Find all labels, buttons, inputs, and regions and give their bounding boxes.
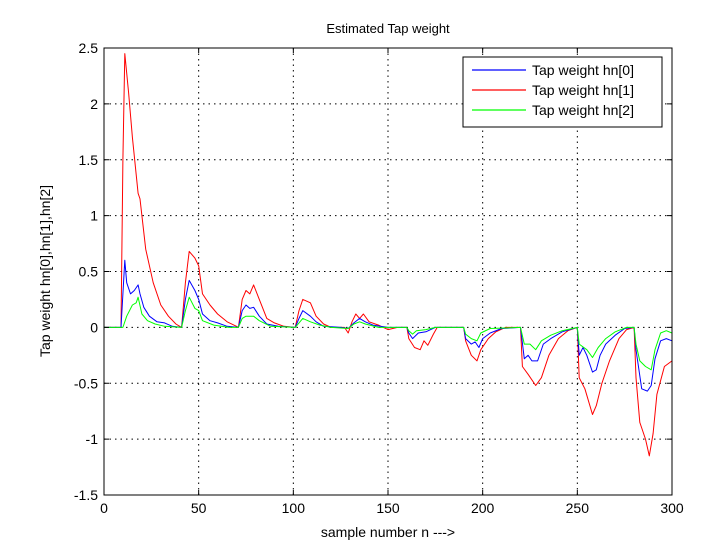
y-tick-label: 0.5: [79, 264, 99, 280]
x-tick-label: 300: [660, 500, 684, 516]
y-tick-label: 1.5: [79, 152, 99, 168]
series-lines: [104, 53, 673, 457]
y-tick-label: 2.5: [79, 40, 99, 56]
y-tick-label: -1.5: [74, 487, 98, 503]
y-tick-label: -1: [86, 431, 99, 447]
legend-box: [462, 56, 663, 128]
x-tick-label: 250: [566, 500, 590, 516]
series-line-hn1: [104, 53, 673, 457]
y-tick-label: 2: [90, 96, 98, 112]
legend-label-hn2: Tap weight hn[2]: [532, 102, 634, 118]
legend: Tap weight hn[0] Tap weight hn[1] Tap weig…: [462, 56, 663, 128]
ticks: 0 50 100 150 200 250 300 -1.5 -1 -0.5 0 0.5 1 1.5 2 2.5: [74, 40, 684, 516]
legend-label-hn0: Tap weight hn[0]: [532, 62, 634, 78]
series-line-hn2: [104, 296, 673, 371]
y-tick-label: 0: [90, 319, 98, 335]
chart-title: Estimated Tap weight: [326, 21, 450, 36]
x-tick-label: 0: [100, 500, 108, 516]
y-tick-label: -0.5: [74, 375, 98, 391]
y-tick-label: 1: [90, 208, 98, 224]
y-axis-label: Tap weight hn[0],hn[1],hn[2]: [37, 185, 53, 357]
x-tick-label: 150: [376, 500, 400, 516]
x-tick-label: 200: [471, 500, 495, 516]
x-axis-label: sample number n --->: [321, 524, 455, 540]
x-tick-label: 100: [282, 500, 306, 516]
x-tick-label: 50: [191, 500, 207, 516]
legend-label-hn1: Tap weight hn[1]: [532, 82, 634, 98]
